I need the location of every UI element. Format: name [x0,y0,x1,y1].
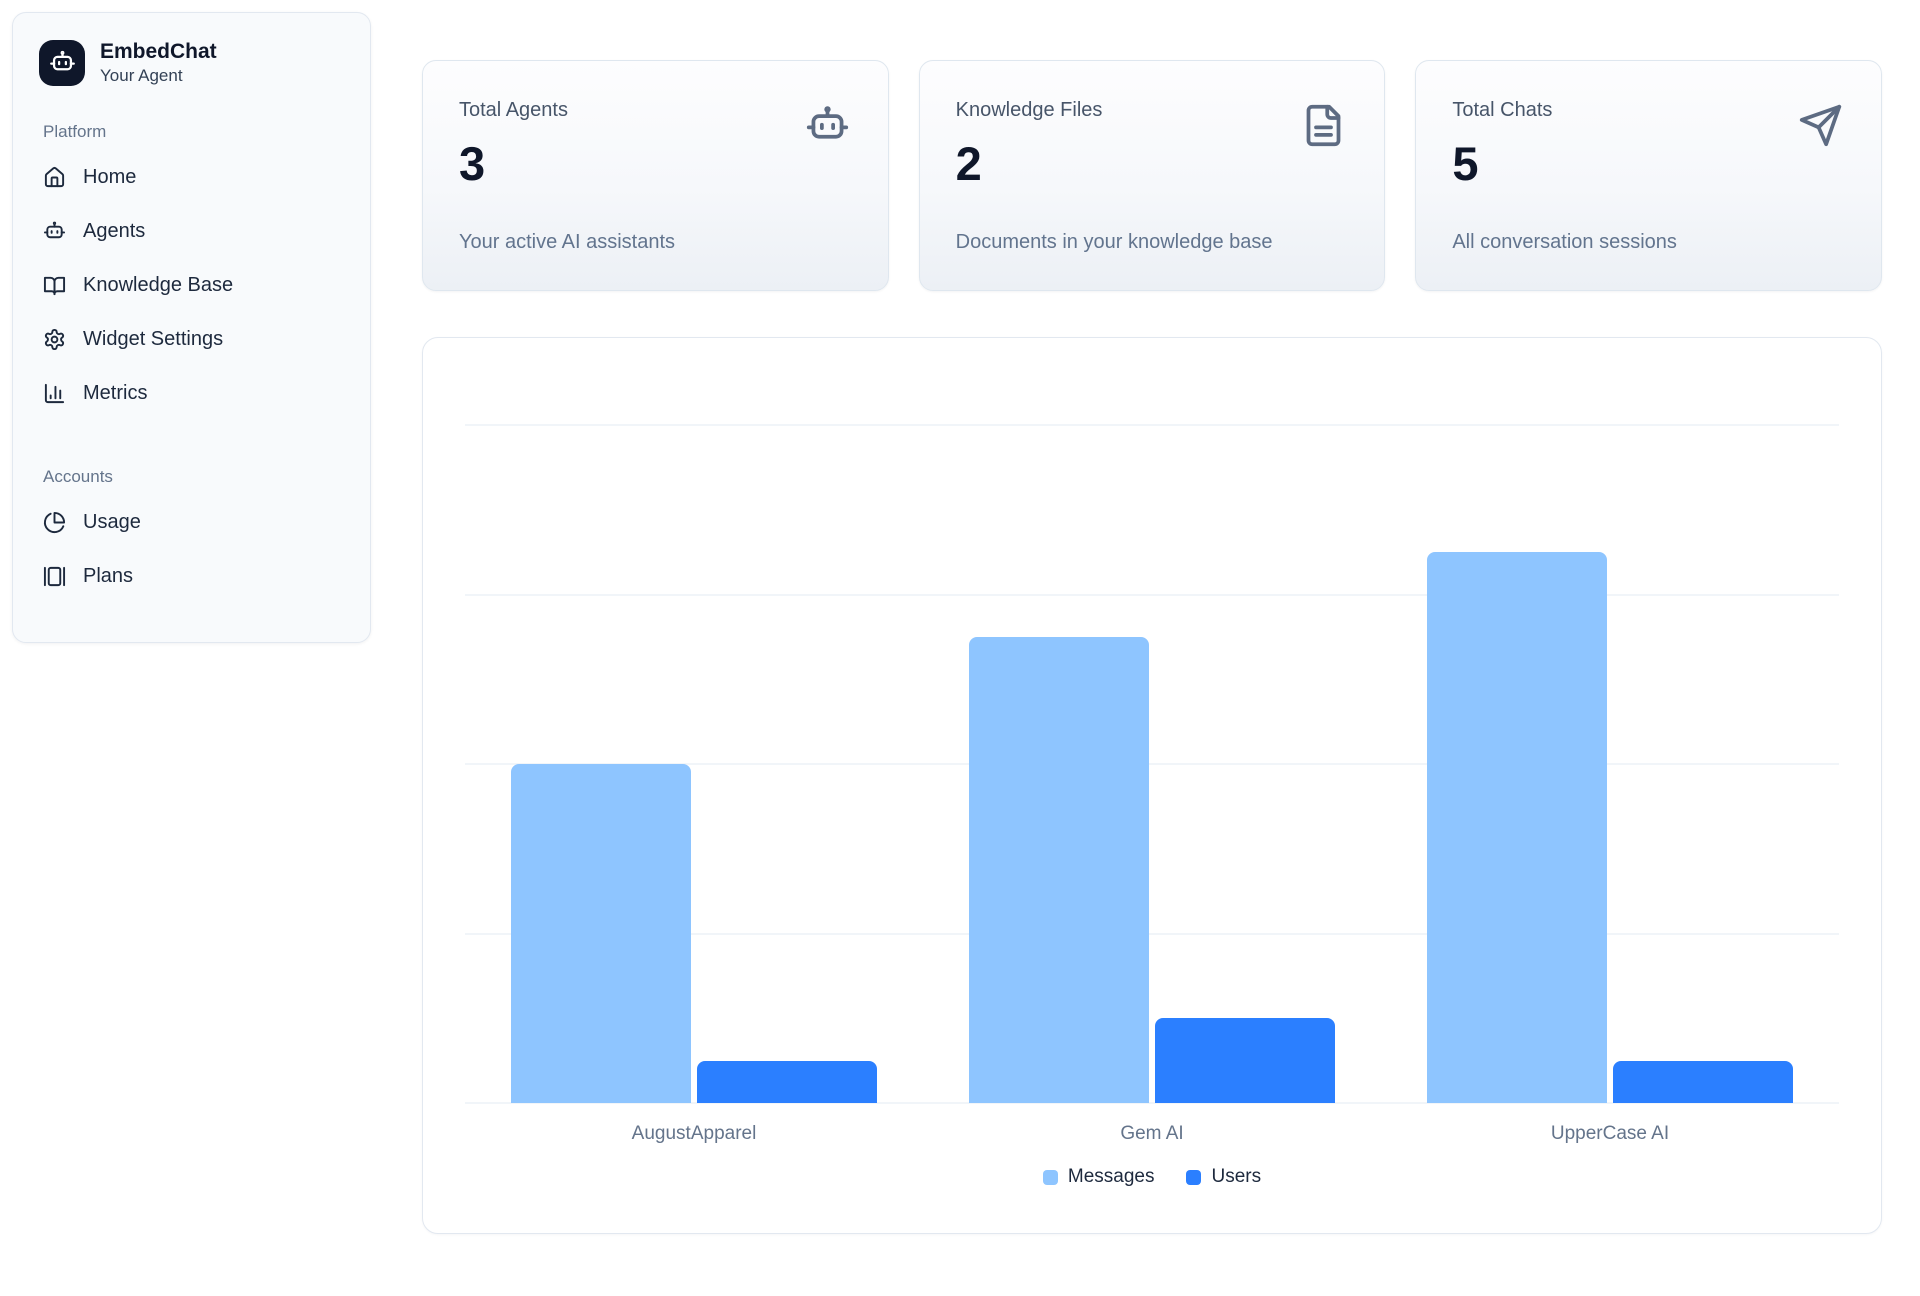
legend-label: Messages [1067,1166,1155,1187]
bar-users-gem-ai [1155,1018,1335,1103]
x-axis-label: Gem AI [1120,1123,1184,1144]
bot-icon [43,221,66,239]
app-title-block: EmbedChat Your Agent [100,39,217,87]
gridline [465,1102,1839,1104]
gridline [465,424,1839,426]
home-icon [44,166,65,188]
sidebar-item-label: Agents [83,220,146,242]
sidebar-section-accounts: Accounts [43,466,113,486]
gear-icon [44,328,65,351]
stat-card-total-agents: Total Agents 3 Your active AI assistants [422,60,889,291]
chart-column-icon [44,383,65,404]
sidebar-item-label: Metrics [83,382,148,404]
sidebar-section-platform: Platform [43,121,107,141]
sidebar-item-usage[interactable]: Usage [35,496,348,550]
stat-value: 2 [955,137,983,190]
stats-row: Total Agents 3 Your active AI assistants… [422,60,1882,291]
bot-icon [805,103,850,148]
stat-subtitle: Your active AI assistants [459,231,676,253]
chart-legend: Messages Users [465,1166,1839,1188]
sidebar-item-label: Usage [83,511,141,533]
sidebar-item-agents[interactable]: Agents [35,205,348,259]
legend-item-users: Users [1186,1166,1261,1188]
agents-bar-chart-card: AugustApparel Gem AI UpperCase AI Messages… [422,337,1882,1234]
stat-value: 3 [459,137,486,190]
legend-swatch [1042,1169,1058,1185]
app-logo [39,39,85,86]
send-icon [1798,103,1843,148]
gridline [465,593,1839,596]
file-text-icon [1301,103,1346,148]
sidebar-item-metrics[interactable]: Metrics [35,367,348,421]
stat-value: 5 [1452,137,1479,190]
sidebar-item-widget-settings[interactable]: Widget Settings [35,313,348,367]
stat-title: Total Chats [1452,99,1553,121]
sidebar-item-label: Widget Settings [83,328,224,350]
stat-title: Total Agents [459,99,568,121]
gridline [465,932,1839,935]
x-axis-label: UpperCase AI [1550,1123,1670,1144]
bar-users-uppercase-ai [1613,1060,1793,1103]
sidebar-item-label: Knowledge Base [83,274,234,296]
bar-messages-gem-ai [969,636,1149,1103]
stat-card-knowledge-files: Knowledge Files 2 Documents in your know… [918,60,1386,291]
sidebar: EmbedChat Your Agent Platform Home Agent… [12,12,371,643]
stat-card-total-chats: Total Chats 5 All conversation sessions [1415,60,1882,291]
chart-plot: AugustApparel Gem AI UpperCase AI [465,424,1839,1144]
plans-cards-icon [43,566,66,587]
stat-subtitle: Documents in your knowledge base [955,231,1273,253]
bar-messages-uppercase-ai [1427,552,1607,1103]
sidebar-item-knowledge-base[interactable]: Knowledge Base [35,259,348,313]
app-tagline: Your Agent [100,66,183,86]
app-logo-header: EmbedChat Your Agent [35,39,348,87]
pie-chart-icon [44,511,66,533]
stat-title: Knowledge Files [955,99,1103,121]
bot-icon [49,51,75,71]
sidebar-item-label: Home [83,166,137,188]
x-axis-label: AugustApparel [631,1123,757,1144]
sidebar-item-label: Plans [83,565,134,587]
legend-label: Users [1211,1166,1262,1187]
legend-item-messages: Messages [1042,1166,1155,1188]
bar-messages-augustapparel [511,764,691,1103]
gridline [465,763,1839,765]
book-open-icon [43,276,66,296]
legend-swatch [1186,1169,1202,1185]
app-title: EmbedChat [100,40,217,63]
bar-users-augustapparel [697,1060,877,1103]
sidebar-item-plans[interactable]: Plans [35,550,348,604]
sidebar-item-home[interactable]: Home [35,151,348,205]
stat-subtitle: All conversation sessions [1452,231,1677,253]
